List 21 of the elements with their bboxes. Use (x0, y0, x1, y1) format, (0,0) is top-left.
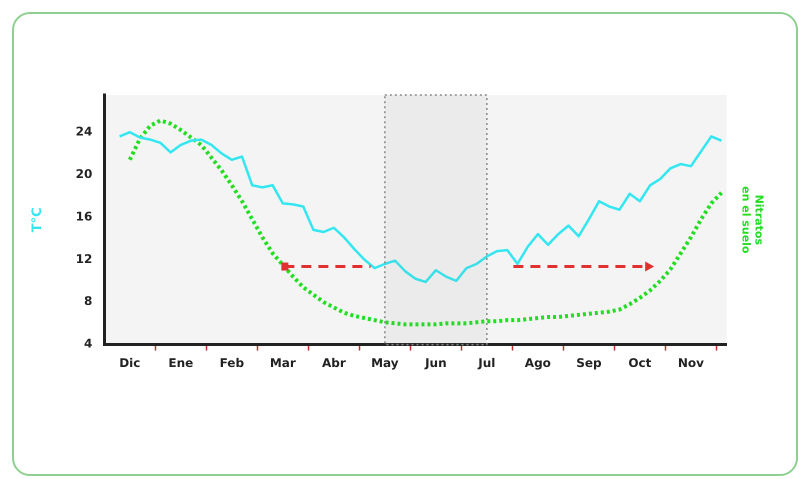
y-tick-label: 8 (84, 294, 92, 308)
x-tick-label: Abr (322, 356, 346, 370)
x-tick-label: Jun (424, 356, 447, 370)
x-tick-label: Ago (524, 356, 551, 370)
x-tick-label: Dic (119, 356, 140, 370)
y-tick-label: 16 (76, 209, 92, 224)
y2-axis-title: Nitratos en el suelo (739, 186, 766, 254)
y-tick-label: 20 (76, 166, 92, 181)
x-tick-label: Feb (220, 356, 244, 370)
y-axis-title: T°C (30, 207, 46, 232)
x-tick-label: Oct (628, 356, 652, 370)
y-tick-label: 4 (84, 336, 92, 351)
x-tick-label: Jul (477, 356, 496, 370)
x-tick-label: Mar (270, 356, 296, 370)
x-tick-label: May (371, 356, 399, 370)
y-tick-label: 12 (76, 252, 92, 266)
y-tick-label: 24 (76, 124, 92, 138)
x-tick-label: Nov (678, 356, 704, 370)
line-series (128, 118, 724, 326)
x-tick-label: Ene (168, 356, 194, 370)
x-tick-label: Sep (576, 356, 602, 370)
